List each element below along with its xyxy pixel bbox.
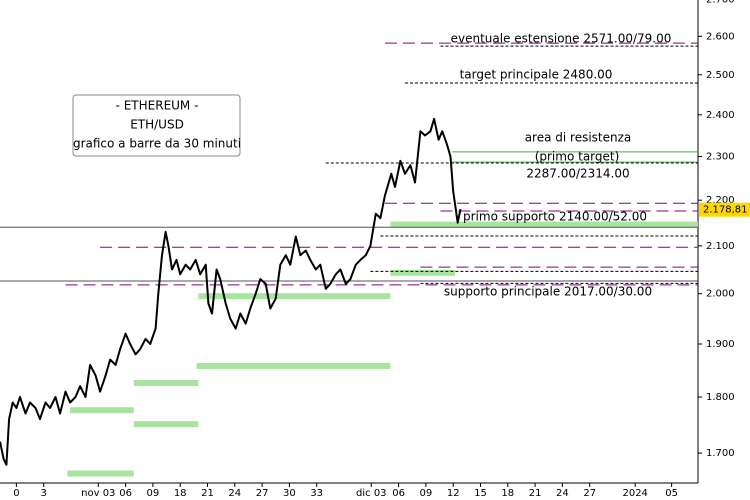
x-tick-label: 27 bbox=[256, 488, 269, 499]
x-tick-label: 30 bbox=[283, 488, 296, 499]
x-tick-label: 21 bbox=[529, 488, 542, 499]
info-text: - ETHEREUM - bbox=[116, 99, 199, 113]
info-text: ETH/USD bbox=[130, 118, 184, 132]
y-tick-label: 1.900 bbox=[706, 339, 735, 350]
annotation: target principale 2480.00 bbox=[460, 68, 613, 82]
support-zone bbox=[133, 421, 199, 428]
x-tick-label: 06 bbox=[392, 488, 405, 499]
y-tick-label: 2.400 bbox=[706, 110, 735, 121]
x-tick-label: 06 bbox=[119, 488, 132, 499]
x-tick-label: 09 bbox=[147, 488, 160, 499]
x-tick-label: 18 bbox=[501, 488, 514, 499]
info-text: grafico a barre da 30 minuti bbox=[73, 137, 241, 151]
y-tick-label: 2.000 bbox=[706, 289, 735, 300]
x-tick-label: 3 bbox=[40, 488, 46, 499]
support-zone bbox=[133, 379, 199, 386]
y-tick-label: 2.200 bbox=[706, 195, 735, 206]
x-tick-label: 24 bbox=[556, 488, 569, 499]
annotation: supporto principale 2017.00/30.00 bbox=[444, 285, 652, 299]
x-tick-label: 21 bbox=[201, 488, 214, 499]
info-box bbox=[72, 94, 241, 157]
support-zone bbox=[67, 470, 134, 477]
x-tick-label: 27 bbox=[583, 488, 596, 499]
x-tick-label: 05 bbox=[665, 488, 678, 499]
support-zone bbox=[198, 293, 391, 300]
last-price-badge bbox=[699, 202, 750, 217]
annotation: primo supporto 2140.00/52.00 bbox=[463, 210, 647, 224]
annotation: eventuale estensione 2571.00/79.00 bbox=[451, 32, 672, 46]
y-tick-label: 2.700 bbox=[706, 0, 735, 5]
support-zone bbox=[196, 362, 391, 369]
x-tick-label: 24 bbox=[228, 488, 241, 499]
annotation: 2287.00/2314.00 bbox=[526, 167, 629, 181]
last-price-label: 2.178,81 bbox=[703, 205, 748, 216]
x-tick-label: 33 bbox=[310, 488, 323, 499]
annotation: area di resistenza bbox=[525, 131, 632, 145]
x-tick-label: 18 bbox=[174, 488, 187, 499]
x-tick-label: dic 03 bbox=[356, 488, 387, 499]
support-zone bbox=[390, 269, 456, 276]
x-tick-label: 15 bbox=[474, 488, 487, 499]
x-tick-label: nov 03 bbox=[81, 488, 115, 499]
y-tick-label: 2.100 bbox=[706, 241, 735, 252]
y-tick-label: 2.500 bbox=[706, 70, 735, 81]
x-tick-label: 12 bbox=[447, 488, 460, 499]
support-zone bbox=[390, 221, 698, 228]
y-tick-label: 2.600 bbox=[706, 31, 735, 42]
x-tick-label: 09 bbox=[420, 488, 433, 499]
support-zone bbox=[70, 407, 134, 414]
x-tick-label: 2024 bbox=[622, 488, 647, 499]
annotation: (primo target) bbox=[535, 150, 620, 164]
price-line bbox=[0, 117, 462, 466]
y-tick-label: 1.800 bbox=[706, 392, 735, 403]
x-tick-label: 0 bbox=[13, 488, 19, 499]
y-tick-label: 1.700 bbox=[706, 448, 735, 459]
y-tick-label: 2.300 bbox=[706, 152, 735, 163]
